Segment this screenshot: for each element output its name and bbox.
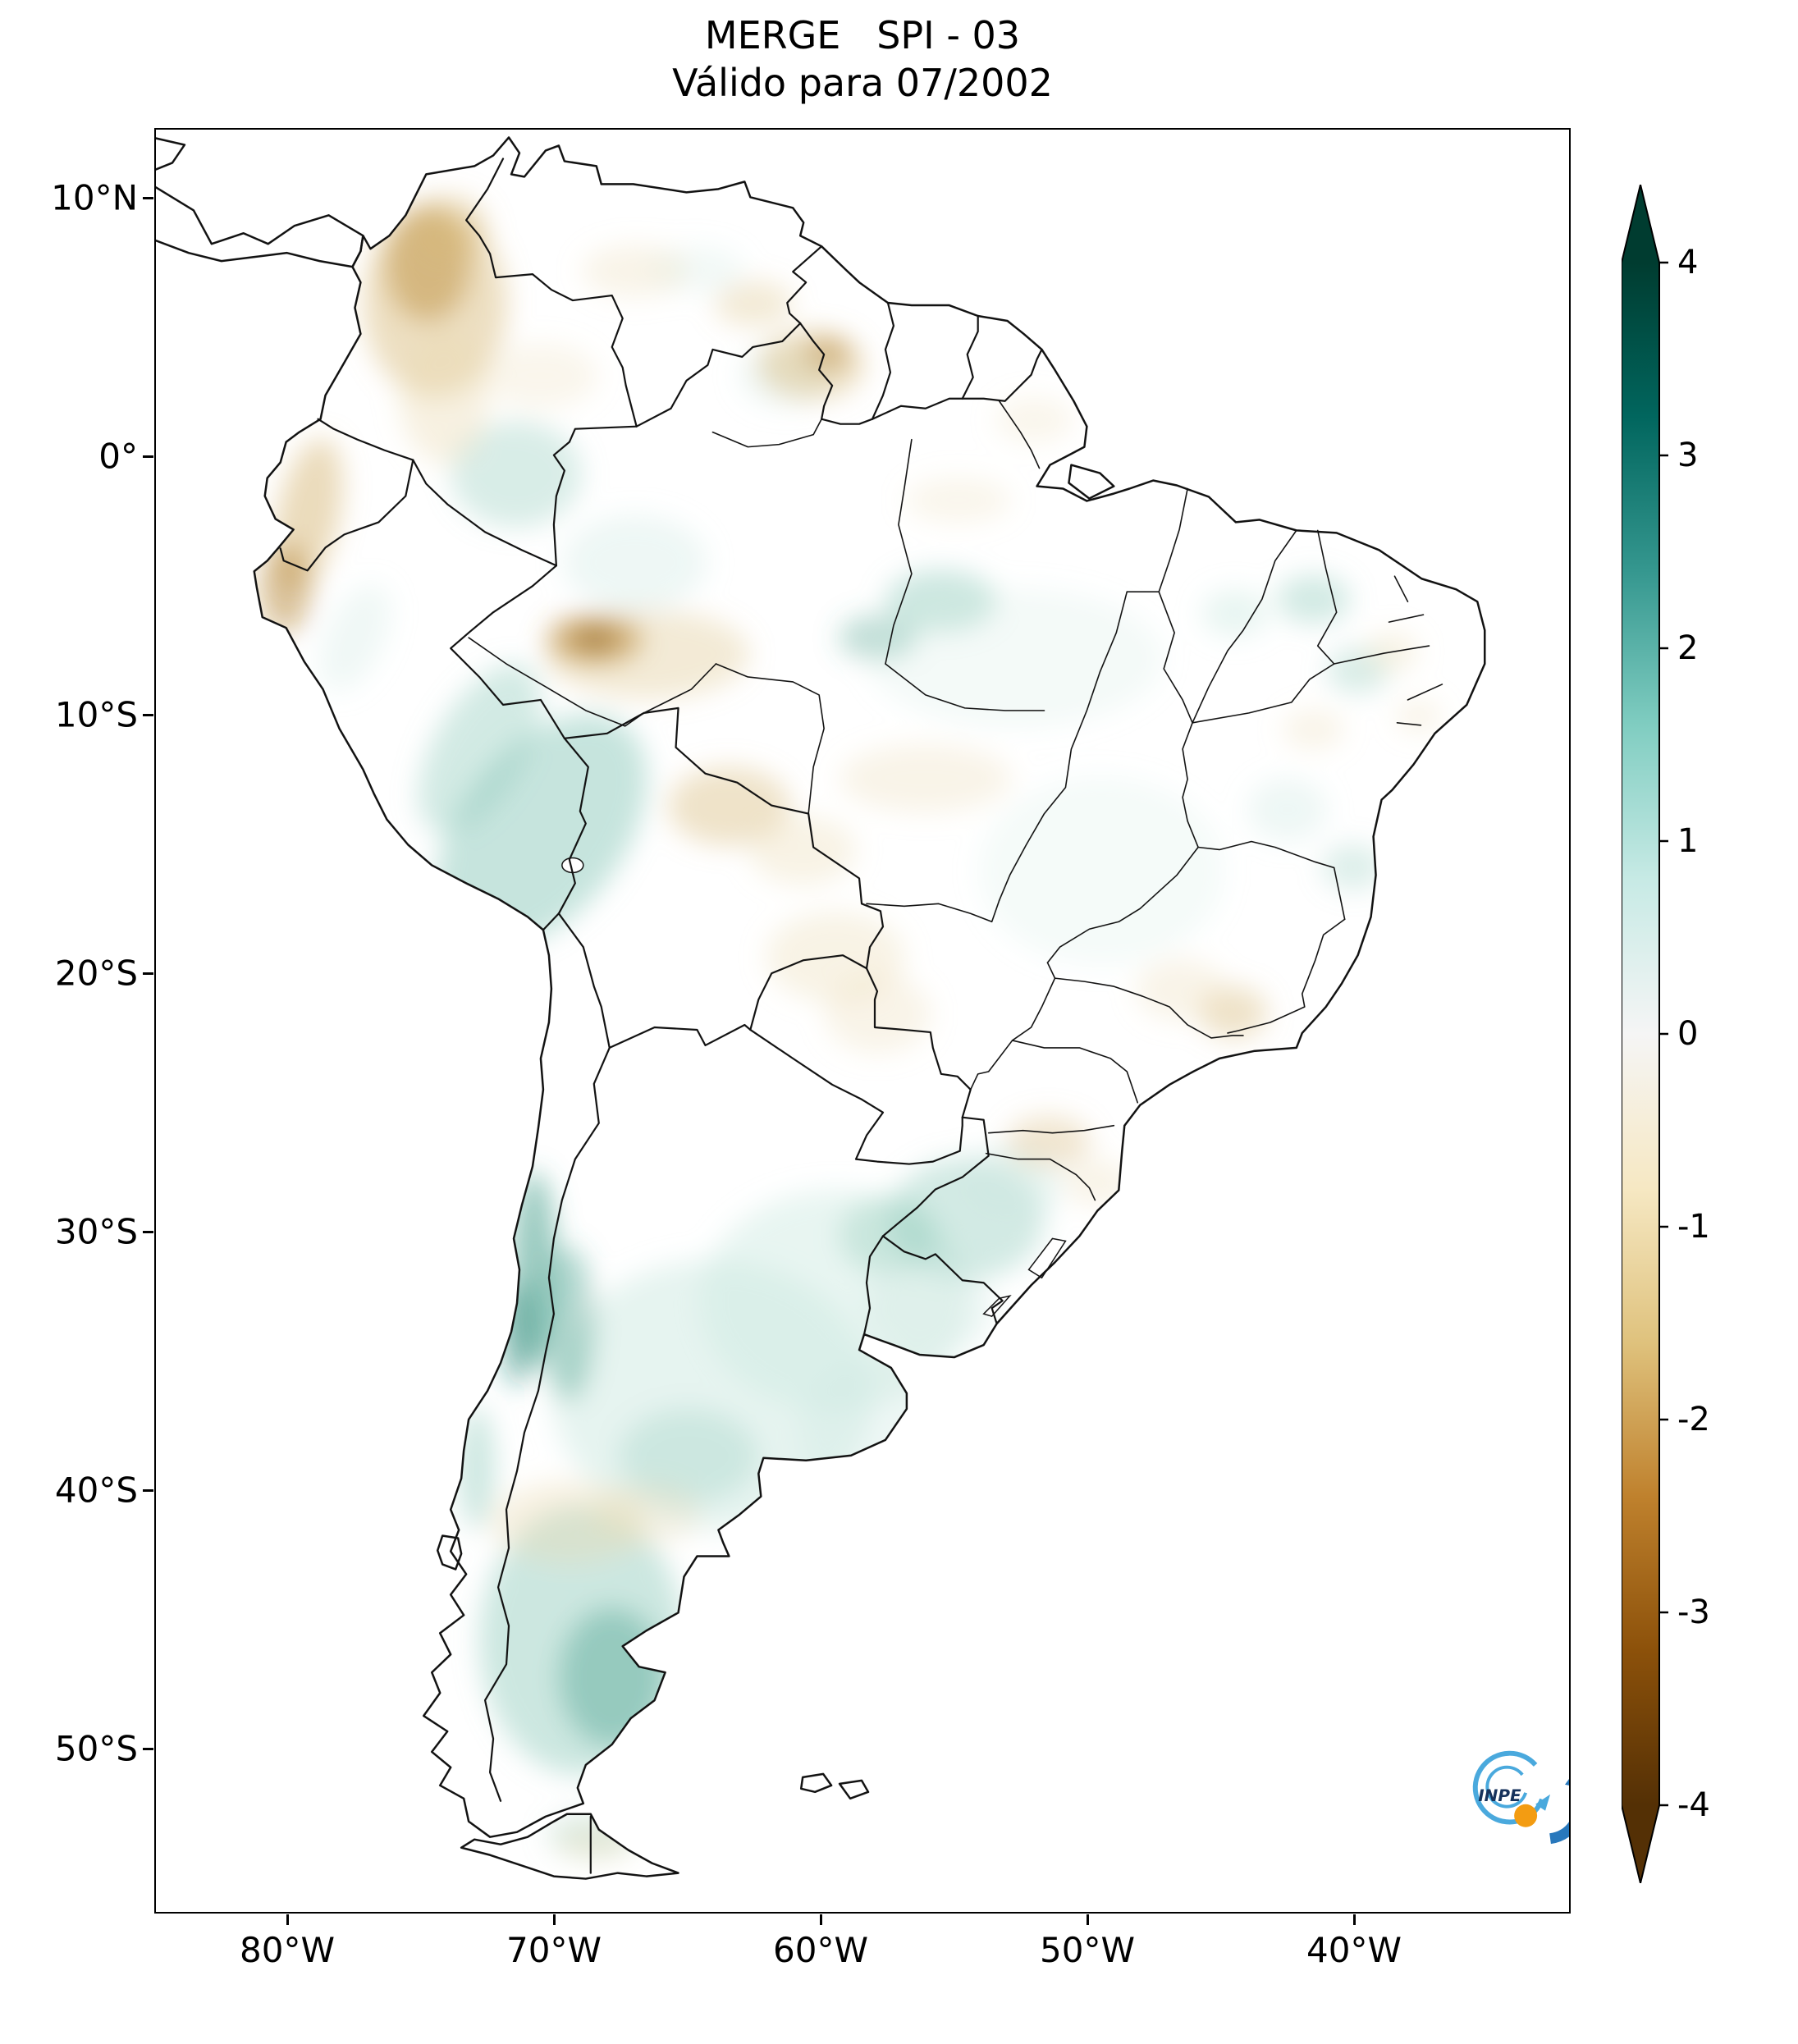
map-plot-area: INPE [154,128,1571,1914]
axis-tick [143,972,153,975]
ytick-label-10s: 10°S [54,694,138,735]
spi-color-field [258,195,1442,1861]
tierra-del-fuego [460,1813,679,1880]
axis-tick [143,455,153,458]
central-america-corner [156,137,186,171]
logo-orange-ball-icon [1514,1804,1538,1827]
coastline [156,136,1486,1880]
map-canvas: INPE [156,136,1569,1880]
axis-tick [1087,1914,1089,1925]
logo-swirl-arrowhead-icon [1535,1794,1551,1811]
colorbar-label-n2: -2 [1677,1401,1710,1438]
colorbar-label-2: 2 [1677,629,1699,667]
marajo-island [1068,464,1115,500]
xtick-label-70w: 70°W [506,1930,602,1970]
colorbar-label-n3: -3 [1677,1594,1710,1631]
xtick-label-60w: 60°W [773,1930,868,1970]
axis-tick [143,1489,153,1492]
colorbar-gradient-bar [1622,185,1660,1883]
colorbar-label-n4: -4 [1677,1786,1710,1824]
logo-text: INPE [1478,1786,1521,1805]
axis-tick [1353,1914,1356,1925]
title-line-1: MERGE SPI - 03 [704,13,1021,57]
country-borders [279,158,1043,1874]
ytick-label-30s: 30°S [54,1211,138,1252]
axis-tick [820,1914,822,1925]
colorbar [1622,185,1668,1883]
xtick-label-50w: 50°W [1040,1930,1135,1970]
ytick-label-0: 0° [98,436,138,477]
title-line-2: Válido para 07/2002 [672,61,1053,105]
inpe-logo: INPE [1472,1750,1569,1845]
chiloe-island [436,1534,463,1571]
state-borders [468,400,1443,1201]
panama-isthmus [156,186,364,268]
lagoa-dos-patos [1027,1237,1067,1279]
colorbar-label-3: 3 [1677,437,1699,474]
figure-title: MERGE SPI - 03 Válido para 07/2002 [154,11,1571,107]
axis-tick [286,1914,289,1925]
falkland-west [799,1772,833,1794]
colorbar-ticks [1659,261,1668,1807]
axis-tick [143,714,153,716]
xtick-label-40w: 40°W [1306,1930,1402,1970]
logo-inner-swirl-icon [1485,1765,1528,1809]
logo-blue-arrow-icon [1549,1821,1569,1845]
axis-tick [143,1231,153,1233]
ytick-label-20s: 20°S [54,953,138,994]
colorbar-label-1: 1 [1677,822,1699,860]
xtick-label-80w: 80°W [240,1930,335,1970]
ytick-label-50s: 50°S [54,1728,138,1769]
falkland-east [838,1779,870,1800]
axis-tick [143,197,153,199]
ytick-label-40s: 40°S [54,1470,138,1511]
logo-blue-arrowhead-icon [1565,1779,1569,1786]
colorbar-label-n1: -1 [1677,1208,1710,1246]
colorbar-label-0: 0 [1677,1015,1699,1053]
colorbar-label-4: 4 [1677,244,1699,281]
axis-tick [143,1748,153,1750]
ytick-label-10n: 10°N [51,177,138,218]
axis-tick [553,1914,556,1925]
